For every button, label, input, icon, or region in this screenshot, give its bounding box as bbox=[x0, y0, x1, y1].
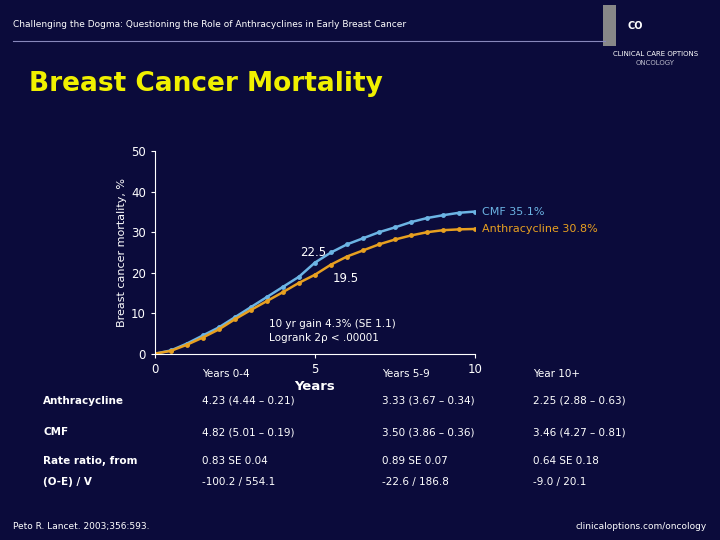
Text: Years 5-9: Years 5-9 bbox=[382, 369, 429, 379]
Text: 10 yr gain 4.3% (SE 1.1)
Logrank 2ρ < .00001: 10 yr gain 4.3% (SE 1.1) Logrank 2ρ < .0… bbox=[269, 319, 395, 343]
Text: CO: CO bbox=[628, 21, 643, 31]
Text: Year 10+: Year 10+ bbox=[533, 369, 580, 379]
Text: Rate ratio, from: Rate ratio, from bbox=[43, 456, 138, 467]
Text: Peto R. Lancet. 2003;356:593.: Peto R. Lancet. 2003;356:593. bbox=[13, 522, 150, 531]
Text: 22.5: 22.5 bbox=[300, 246, 327, 259]
Text: 0.83 SE 0.04: 0.83 SE 0.04 bbox=[202, 456, 267, 467]
Text: 0.89 SE 0.07: 0.89 SE 0.07 bbox=[382, 456, 447, 467]
Y-axis label: Breast cancer mortality, %: Breast cancer mortality, % bbox=[117, 178, 127, 327]
Text: Years 0-4: Years 0-4 bbox=[202, 369, 249, 379]
Bar bbox=[603, 25, 616, 46]
Text: clinicaloptions.com/oncology: clinicaloptions.com/oncology bbox=[576, 522, 707, 531]
Bar bbox=[603, 5, 616, 25]
Text: CMF: CMF bbox=[43, 427, 68, 437]
Text: 4.23 (4.44 – 0.21): 4.23 (4.44 – 0.21) bbox=[202, 395, 294, 406]
Text: (O-E) / V: (O-E) / V bbox=[43, 477, 92, 487]
Text: 19.5: 19.5 bbox=[333, 272, 359, 285]
Text: Challenging the Dogma: Questioning the Role of Anthracyclines in Early Breast Ca: Challenging the Dogma: Questioning the R… bbox=[13, 20, 406, 29]
Text: Anthracycline 30.8%: Anthracycline 30.8% bbox=[482, 224, 598, 234]
Text: -9.0 / 20.1: -9.0 / 20.1 bbox=[533, 477, 586, 487]
Text: -100.2 / 554.1: -100.2 / 554.1 bbox=[202, 477, 275, 487]
Text: 0.64 SE 0.18: 0.64 SE 0.18 bbox=[533, 456, 598, 467]
Text: 4.82 (5.01 – 0.19): 4.82 (5.01 – 0.19) bbox=[202, 427, 294, 437]
Text: -22.6 / 186.8: -22.6 / 186.8 bbox=[382, 477, 449, 487]
Text: CLINICAL CARE OPTIONS: CLINICAL CARE OPTIONS bbox=[613, 51, 698, 57]
Text: Anthracycline: Anthracycline bbox=[43, 395, 124, 406]
Text: 3.46 (4.27 – 0.81): 3.46 (4.27 – 0.81) bbox=[533, 427, 626, 437]
Text: 3.33 (3.67 – 0.34): 3.33 (3.67 – 0.34) bbox=[382, 395, 474, 406]
X-axis label: Years: Years bbox=[294, 380, 336, 393]
Text: ONCOLOGY: ONCOLOGY bbox=[636, 60, 675, 66]
Text: Breast Cancer Mortality: Breast Cancer Mortality bbox=[29, 71, 382, 97]
Text: CMF 35.1%: CMF 35.1% bbox=[482, 206, 544, 217]
Text: 2.25 (2.88 – 0.63): 2.25 (2.88 – 0.63) bbox=[533, 395, 626, 406]
Text: 3.50 (3.86 – 0.36): 3.50 (3.86 – 0.36) bbox=[382, 427, 474, 437]
